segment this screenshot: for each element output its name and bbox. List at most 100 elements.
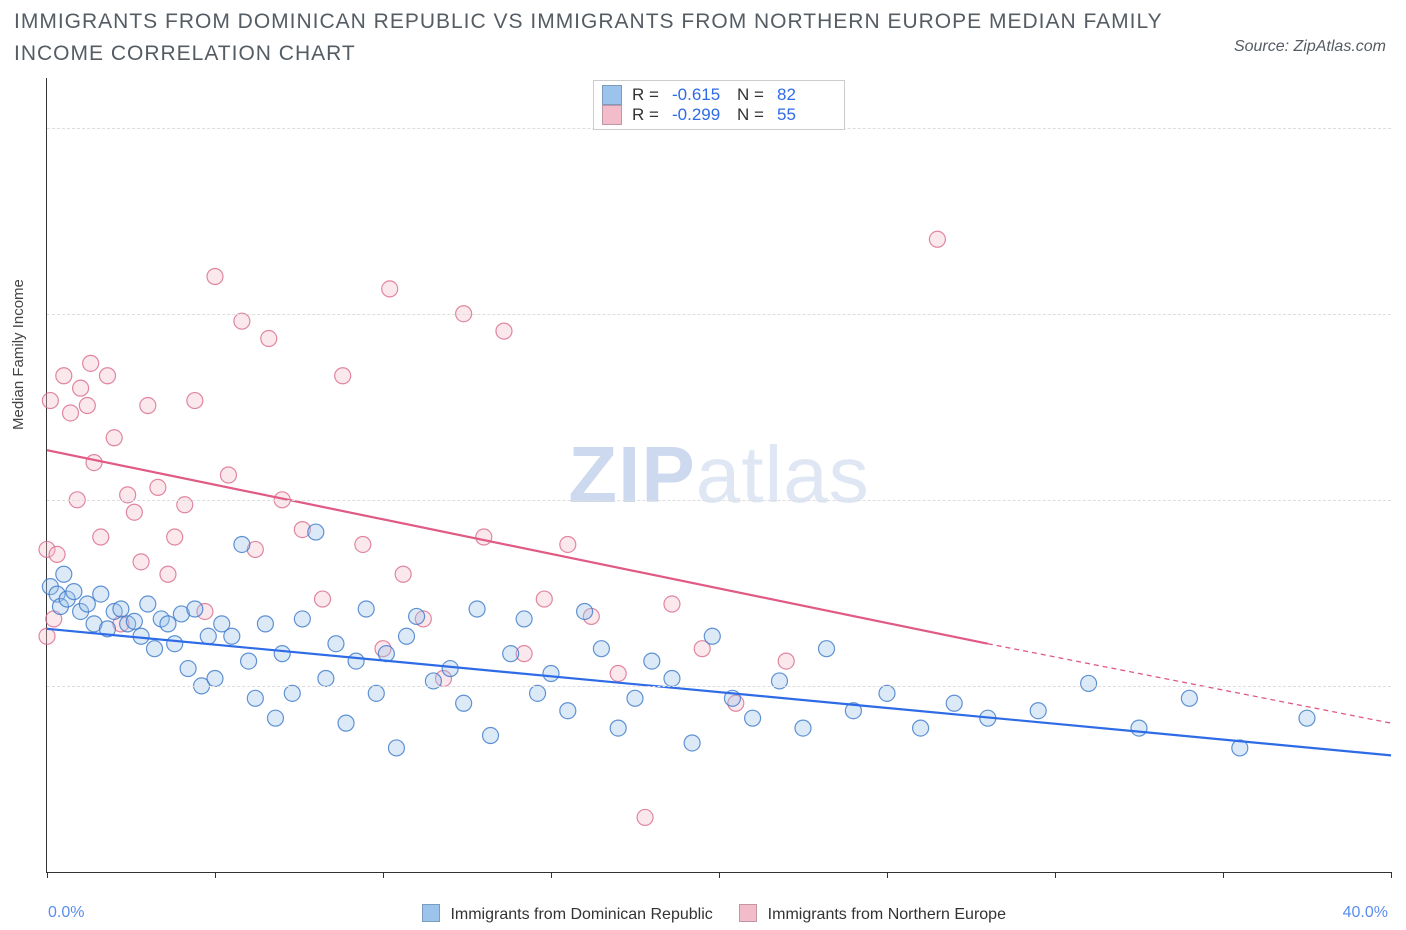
- data-point: [1181, 690, 1197, 706]
- data-point: [536, 591, 552, 607]
- data-point: [147, 641, 163, 657]
- data-point: [56, 368, 72, 384]
- data-point: [819, 641, 835, 657]
- data-point: [560, 536, 576, 552]
- data-point: [207, 269, 223, 285]
- data-point: [328, 636, 344, 652]
- data-point: [160, 616, 176, 632]
- data-point: [261, 331, 277, 347]
- data-point: [1081, 675, 1097, 691]
- n-label: N =: [737, 105, 767, 125]
- y-tick-label: $150,000: [1393, 491, 1406, 509]
- data-point: [929, 231, 945, 247]
- data-point: [150, 479, 166, 495]
- r-value-pink: -0.299: [672, 105, 727, 125]
- data-point: [913, 720, 929, 736]
- y-tick-label: $75,000: [1393, 677, 1406, 695]
- swatch-blue: [422, 904, 440, 922]
- data-point: [73, 380, 89, 396]
- data-point: [338, 715, 354, 731]
- data-point: [664, 596, 680, 612]
- data-point: [442, 661, 458, 677]
- data-point: [318, 670, 334, 686]
- data-point: [274, 646, 290, 662]
- data-point: [1131, 720, 1147, 736]
- data-point: [315, 591, 331, 607]
- data-point: [795, 720, 811, 736]
- data-point: [543, 666, 559, 682]
- data-point: [56, 566, 72, 582]
- data-point: [294, 611, 310, 627]
- n-label: N =: [737, 85, 767, 105]
- data-point: [610, 720, 626, 736]
- data-point: [664, 670, 680, 686]
- r-label: R =: [632, 105, 662, 125]
- data-point: [140, 596, 156, 612]
- data-point: [476, 529, 492, 545]
- swatch-pink: [602, 105, 622, 125]
- data-point: [220, 467, 236, 483]
- stats-row-pink: R = -0.299 N = 55: [602, 105, 832, 125]
- data-point: [368, 685, 384, 701]
- data-point: [42, 393, 58, 409]
- data-point: [49, 546, 65, 562]
- data-point: [946, 695, 962, 711]
- series-legend: Immigrants from Dominican Republic Immig…: [0, 904, 1406, 924]
- data-point: [234, 313, 250, 329]
- data-point: [234, 536, 250, 552]
- chart-title: IMMIGRANTS FROM DOMINICAN REPUBLIC VS IM…: [14, 6, 1176, 69]
- series-name-pink: Immigrants from Northern Europe: [768, 906, 1006, 923]
- data-point: [187, 601, 203, 617]
- data-point: [207, 670, 223, 686]
- data-point: [99, 368, 115, 384]
- data-point: [704, 628, 720, 644]
- data-point: [358, 601, 374, 617]
- data-point: [516, 611, 532, 627]
- data-point: [200, 628, 216, 644]
- data-point: [160, 566, 176, 582]
- data-point: [133, 554, 149, 570]
- data-point: [530, 685, 546, 701]
- data-point: [560, 703, 576, 719]
- swatch-pink: [739, 904, 757, 922]
- data-point: [593, 641, 609, 657]
- data-point: [1030, 703, 1046, 719]
- data-point: [388, 740, 404, 756]
- data-point: [126, 613, 142, 629]
- data-point: [496, 323, 512, 339]
- data-point: [745, 710, 761, 726]
- trend-line-pink-ext: [988, 644, 1391, 723]
- data-point: [469, 601, 485, 617]
- data-point: [224, 628, 240, 644]
- chart-canvas: [47, 78, 1391, 872]
- y-tick-label: $300,000: [1393, 119, 1406, 137]
- data-point: [167, 636, 183, 652]
- data-point: [577, 603, 593, 619]
- data-point: [126, 504, 142, 520]
- data-point: [83, 355, 99, 371]
- data-point: [39, 628, 55, 644]
- n-value-pink: 55: [777, 105, 832, 125]
- data-point: [113, 601, 129, 617]
- n-value-blue: 82: [777, 85, 832, 105]
- data-point: [241, 653, 257, 669]
- data-point: [167, 529, 183, 545]
- data-point: [284, 685, 300, 701]
- data-point: [627, 690, 643, 706]
- data-point: [409, 608, 425, 624]
- r-label: R =: [632, 85, 662, 105]
- data-point: [503, 646, 519, 662]
- data-point: [348, 653, 364, 669]
- data-point: [187, 393, 203, 409]
- source-attribution: Source: ZipAtlas.com: [1234, 38, 1386, 56]
- series-name-blue: Immigrants from Dominican Republic: [450, 906, 712, 923]
- data-point: [247, 690, 263, 706]
- data-point: [456, 695, 472, 711]
- data-point: [66, 584, 82, 600]
- data-point: [335, 368, 351, 384]
- data-point: [106, 430, 122, 446]
- data-point: [180, 661, 196, 677]
- data-point: [63, 405, 79, 421]
- data-point: [644, 653, 660, 669]
- data-point: [355, 536, 371, 552]
